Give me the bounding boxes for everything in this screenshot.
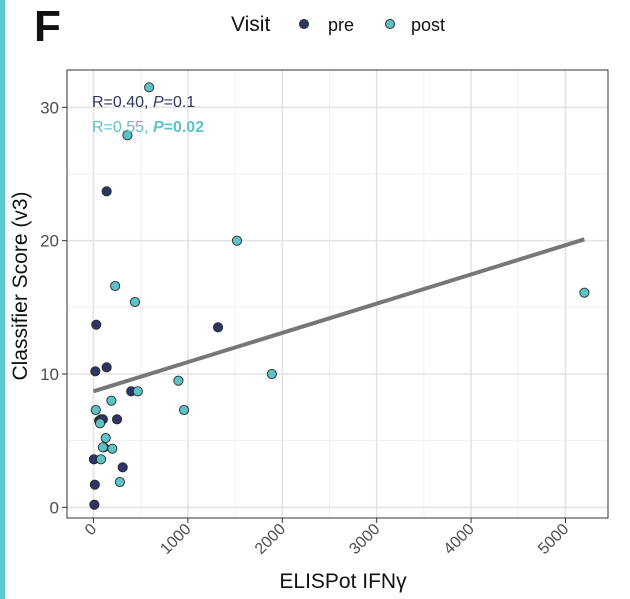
point-post [100,432,111,444]
legend-label-pre: pre [328,15,354,35]
point-post [266,368,277,380]
y-tick-label: 20 [40,232,59,251]
annotation-post-p-label: P [153,119,164,136]
y-axis-label: Classifier Score (v3) [9,191,32,380]
point-post [179,404,190,416]
plot-background [67,70,608,518]
legend-label-post: post [411,15,445,35]
point-post [114,476,125,488]
edge-accent-bar [0,0,5,599]
x-tick-label: 4000 [441,521,478,558]
point-pre [111,414,123,425]
x-tick-label: 5000 [535,521,572,558]
point-post [110,280,121,292]
point-pre [213,322,224,333]
data-points [88,82,590,510]
legend-marker-pre [299,19,309,29]
point-pre [89,499,100,510]
annotation-pre-p-label: P [153,94,164,111]
annotation-pre-p-value: =0.1 [164,94,196,111]
annotation-pre: R=0.40, P=0.1 [92,94,195,111]
point-pre [89,479,100,490]
x-axis-label: ELISPot IFNγ [279,570,407,593]
panel-label: F [34,2,61,51]
point-post [95,454,107,465]
point-post [107,443,118,454]
annotation-pre-r: R=0.40, [92,94,153,111]
annotation-post: R=0.55, P=0.02 [92,119,204,136]
point-pre [90,366,101,377]
point-post [94,418,106,429]
point-post [97,442,108,453]
point-post [231,235,242,246]
y-tick-label: 0 [50,498,59,517]
point-post [122,130,133,141]
legend-marker-post [385,19,395,29]
point-post [106,395,117,406]
x-tick-label: 1000 [157,521,194,558]
legend-title: Visit [231,13,270,36]
y-tick-label: 30 [40,98,59,117]
point-post [129,296,141,308]
point-post [90,404,101,416]
point-pre [101,362,112,373]
plot-border [66,69,609,519]
point-pre [101,186,112,197]
point-post [579,287,590,298]
x-tick-label: 3000 [346,521,383,558]
point-post [144,82,155,93]
annotation-post-r: R=0.55, [92,119,153,136]
y-tick-label: 10 [40,365,59,384]
legend: Visit pre post [231,13,445,36]
annotation-post-p-value: =0.02 [164,119,205,136]
point-pre [117,462,128,473]
regression-line [92,237,585,394]
x-tick-label: 2000 [252,521,289,558]
gridlines [67,70,608,518]
x-tick-label: 0 [82,521,100,539]
point-pre [91,319,102,330]
point-post [132,386,143,397]
point-post [173,375,184,386]
